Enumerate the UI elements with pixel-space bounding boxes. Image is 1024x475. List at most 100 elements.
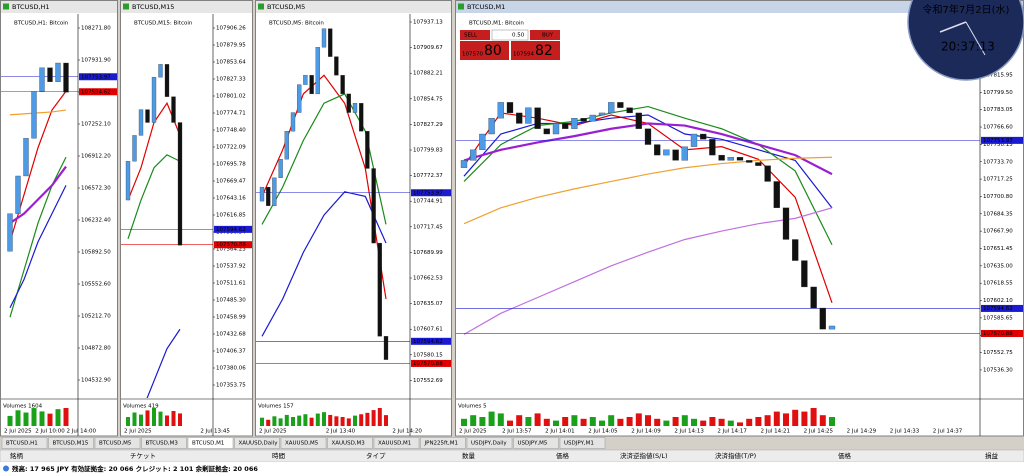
sell-price-box[interactable] <box>460 41 509 60</box>
candle <box>346 93 351 113</box>
price-label: 107854.75 <box>413 96 443 102</box>
tab-label: XAUUSD,Daily <box>239 441 279 447</box>
volume-bar <box>681 415 688 426</box>
price-label: 107772.37 <box>413 173 443 179</box>
tab[interactable] <box>1 437 48 449</box>
tab[interactable] <box>559 437 606 449</box>
sell-price-big: 80 <box>484 43 502 59</box>
volume-bar <box>571 415 578 426</box>
plot <box>456 102 980 335</box>
price-label: 107635.07 <box>413 301 443 307</box>
candle <box>177 122 183 246</box>
candle <box>654 144 661 156</box>
tab[interactable] <box>141 437 187 449</box>
indicator-line <box>127 154 181 240</box>
tab[interactable] <box>48 437 94 449</box>
tab[interactable] <box>373 437 420 449</box>
chart-window <box>455 0 1024 437</box>
price-level-box <box>411 359 451 367</box>
indicator-line <box>463 122 833 176</box>
price-level-box <box>981 304 1023 312</box>
candle <box>272 177 277 206</box>
price-label: 107827.29 <box>413 122 443 128</box>
candle <box>589 114 596 122</box>
price-label: 107906.26 <box>216 26 246 32</box>
tab[interactable] <box>280 437 327 449</box>
tab-label: BTCUSD,M5 <box>99 441 132 447</box>
tab-label: BTCUSD,H1 <box>6 441 38 447</box>
price-label: 107485.30 <box>216 298 246 304</box>
symbol-label: BTCUSD,M5: Bitcoin <box>269 21 324 27</box>
volume-bar <box>746 418 753 426</box>
price-level-box <box>981 136 1023 144</box>
candle <box>497 102 504 119</box>
candle <box>15 175 21 214</box>
buy-button[interactable] <box>530 30 560 40</box>
price-level-box <box>79 88 117 96</box>
volume-bar <box>328 414 333 426</box>
price-level-box <box>411 337 451 345</box>
price-label: 107717.25 <box>983 177 1013 183</box>
volume-bar <box>507 420 513 426</box>
tab[interactable] <box>466 437 513 449</box>
tab-label: XAUUSD,M5 <box>285 441 319 447</box>
volume-bar <box>553 420 559 426</box>
volume-bar <box>291 417 295 426</box>
column-label: 価格 <box>838 451 852 460</box>
volume-bar <box>7 415 13 426</box>
volume-bar <box>663 420 670 426</box>
tab[interactable] <box>513 437 559 449</box>
status-text: 残高: 17 965 JPY 有効証拠金: 20 066 クレジット: 2 10… <box>12 464 258 473</box>
lot-field[interactable] <box>491 29 529 41</box>
window-title: BTCUSD,M5 <box>267 3 305 11</box>
price-label: 107536.30 <box>983 367 1013 373</box>
candle <box>819 307 826 330</box>
tab[interactable] <box>234 437 280 449</box>
time-label: 2 Jul 14:05 <box>588 429 618 435</box>
candle <box>479 133 486 150</box>
price-label: 107827.33 <box>216 77 246 83</box>
price-label: 107799.50 <box>983 90 1013 96</box>
volume-bar <box>346 418 351 426</box>
volume-bar <box>178 413 182 426</box>
candle <box>7 213 13 252</box>
candle <box>626 107 633 114</box>
price-level-label: 107570.88 <box>983 331 1013 337</box>
candle <box>334 56 339 76</box>
candle <box>782 207 790 240</box>
tab[interactable] <box>420 437 466 449</box>
tab[interactable] <box>327 437 373 449</box>
price-label: 106912.20 <box>81 154 111 160</box>
tab[interactable] <box>187 437 234 449</box>
price-label: 107748.40 <box>216 128 246 134</box>
tab[interactable] <box>94 437 141 449</box>
volume-bar <box>272 416 277 426</box>
price-label: 107602.10 <box>983 298 1013 304</box>
price-label: 107853.64 <box>216 60 246 66</box>
price-label: 107432.68 <box>216 332 246 338</box>
candle <box>700 133 707 140</box>
candle <box>328 28 333 57</box>
sell-price-small: 107570 <box>462 52 483 58</box>
volume-bar <box>810 408 817 426</box>
candle <box>266 186 271 206</box>
sell-button[interactable] <box>460 30 490 40</box>
buy-price-box[interactable] <box>511 41 560 60</box>
symbol-label: BTCUSD,H1: Bitcoin <box>14 21 69 27</box>
candle <box>470 149 477 161</box>
symbol-label: BTCUSD,M1: Bitcoin <box>469 21 524 27</box>
volume-bar <box>284 414 289 426</box>
candle <box>773 181 780 208</box>
price-level-label: 107594.62 <box>983 306 1013 312</box>
time-label: 2 Jul 14:09 <box>631 429 661 435</box>
column-label: 銘柄 <box>10 451 24 460</box>
volume-bar <box>488 411 495 426</box>
price-label: 107882.21 <box>413 71 443 77</box>
title-bar <box>456 1 1023 13</box>
candle <box>644 128 652 145</box>
price-label: 107667.90 <box>983 229 1013 235</box>
indicator-line <box>9 109 67 116</box>
volume-bar <box>15 410 21 426</box>
volume-bar <box>635 413 642 426</box>
candle <box>562 123 569 129</box>
